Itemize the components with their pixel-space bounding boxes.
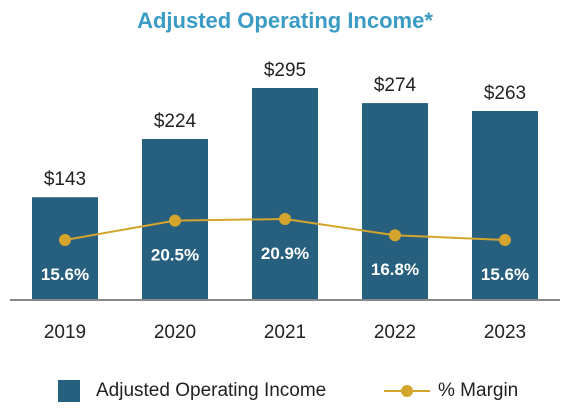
margin-point-2020	[169, 214, 181, 227]
bar-2021	[252, 88, 318, 300]
x-tick-label: 2020	[154, 322, 196, 343]
bar-value-label: $143	[44, 169, 86, 190]
margin-point-2023	[499, 234, 511, 246]
x-tick-label: 2023	[484, 322, 526, 343]
margin-point-2019	[59, 234, 71, 246]
bar-2019	[32, 197, 98, 300]
legend-bar-label: Adjusted Operating Income	[96, 380, 327, 401]
bar-value-label: $274	[374, 75, 417, 96]
x-tick-label: 2022	[374, 322, 416, 343]
margin-point-2022	[389, 229, 401, 242]
legend: Adjusted Operating Income % Margin	[0, 376, 570, 406]
legend-bar-swatch	[58, 380, 80, 402]
margin-point-2021	[279, 213, 291, 225]
legend-line-swatch	[384, 385, 430, 397]
margin-value-label: 20.5%	[151, 246, 199, 265]
margin-value-label: 20.9%	[261, 244, 309, 263]
chart-title: Adjusted Operating Income*	[137, 8, 433, 33]
x-tick-label: 2021	[264, 322, 306, 343]
legend-line-label: % Margin	[438, 380, 519, 401]
margin-value-label: 15.6%	[481, 265, 529, 284]
bar-2023	[472, 110, 538, 300]
bar-2022	[362, 103, 428, 300]
margin-value-label: 16.8%	[371, 260, 419, 279]
bar-value-label: $224	[154, 111, 197, 132]
bar-value-label: $295	[264, 60, 306, 81]
x-tick-label: 2019	[44, 322, 86, 343]
chart-plot: $143 2019 $224 2020 $295 2021 $274 2022 $263 2023…	[10, 60, 560, 343]
margin-value-label: 15.6%	[41, 265, 89, 284]
bar-value-label: $263	[484, 83, 526, 104]
